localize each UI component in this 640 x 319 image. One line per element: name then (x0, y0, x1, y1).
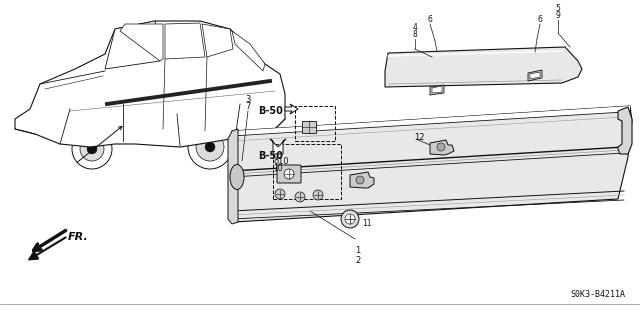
Text: 1: 1 (355, 246, 360, 255)
Text: 4: 4 (413, 23, 417, 32)
Polygon shape (232, 31, 265, 71)
Polygon shape (350, 172, 374, 188)
Circle shape (437, 143, 445, 151)
Text: 11: 11 (362, 219, 371, 228)
FancyBboxPatch shape (277, 165, 301, 183)
Text: B-50: B-50 (258, 106, 283, 116)
Circle shape (341, 210, 359, 228)
Circle shape (275, 189, 285, 199)
Polygon shape (228, 129, 238, 224)
Bar (273, 144, 341, 199)
Circle shape (295, 192, 305, 202)
Circle shape (80, 137, 104, 161)
Ellipse shape (230, 165, 244, 189)
Text: 3: 3 (245, 95, 251, 104)
Polygon shape (618, 107, 632, 154)
Bar (295, 106, 335, 141)
Text: S0K3-B4211A: S0K3-B4211A (570, 290, 625, 299)
Text: ð10: ð10 (273, 157, 289, 166)
Circle shape (356, 176, 364, 184)
Polygon shape (430, 140, 454, 155)
Polygon shape (232, 106, 630, 137)
Polygon shape (120, 24, 163, 61)
Polygon shape (202, 24, 233, 57)
Text: B-50: B-50 (258, 151, 283, 161)
Polygon shape (430, 85, 444, 95)
Polygon shape (15, 21, 285, 147)
Polygon shape (270, 139, 286, 154)
Text: 8: 8 (413, 30, 417, 39)
Circle shape (284, 169, 294, 179)
Text: 6: 6 (428, 15, 433, 24)
Text: 6: 6 (538, 15, 543, 24)
Polygon shape (285, 104, 298, 114)
Polygon shape (230, 106, 632, 222)
Polygon shape (528, 70, 542, 81)
Text: 10: 10 (273, 164, 283, 173)
Polygon shape (385, 47, 582, 87)
Circle shape (72, 129, 112, 169)
Polygon shape (530, 72, 540, 79)
Polygon shape (432, 86, 442, 93)
Text: 9: 9 (556, 11, 561, 20)
Text: 5: 5 (556, 4, 561, 13)
Circle shape (87, 144, 97, 154)
Text: FR.: FR. (68, 232, 89, 242)
Bar (302, 121, 316, 133)
Circle shape (196, 133, 224, 161)
Circle shape (345, 214, 355, 224)
Text: 7: 7 (245, 102, 251, 111)
Polygon shape (165, 23, 205, 59)
Circle shape (188, 125, 232, 169)
Circle shape (313, 190, 323, 200)
Text: 2: 2 (355, 256, 360, 265)
Polygon shape (105, 21, 160, 69)
Text: 12: 12 (415, 132, 425, 142)
Circle shape (205, 142, 215, 152)
